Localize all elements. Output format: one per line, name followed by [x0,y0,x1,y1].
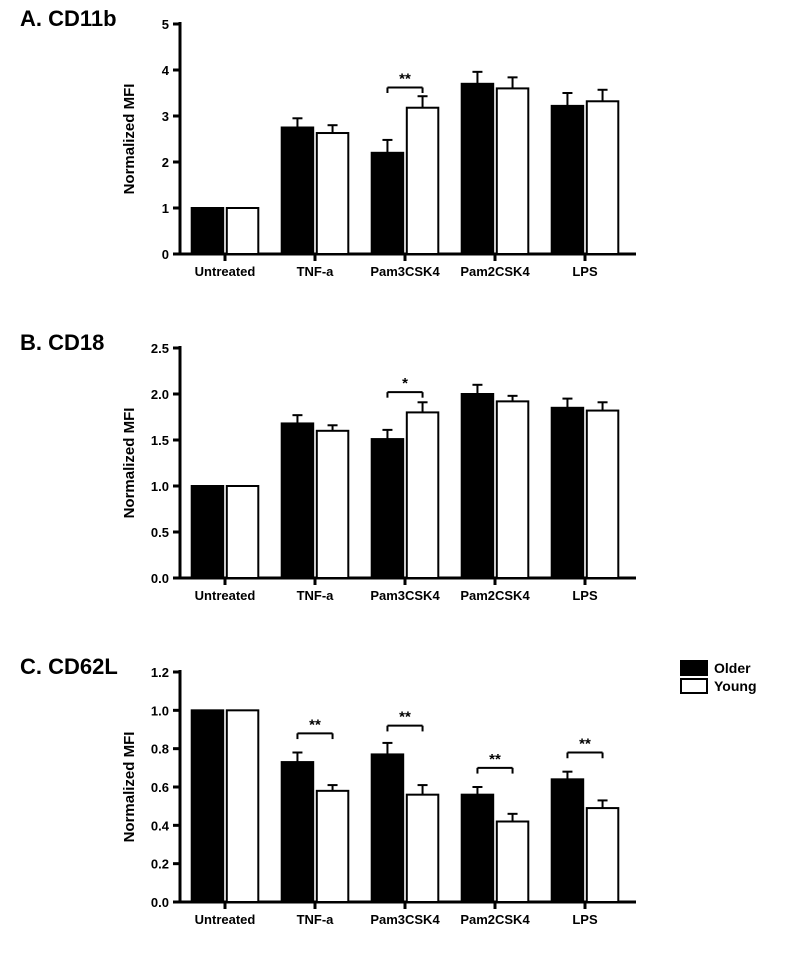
legend-label-young: Young [714,678,757,694]
svg-text:Pam2CSK4: Pam2CSK4 [460,264,530,279]
svg-text:1.5: 1.5 [151,433,169,448]
svg-text:**: ** [399,709,411,726]
svg-text:**: ** [309,716,321,733]
svg-text:Pam2CSK4: Pam2CSK4 [460,588,530,603]
svg-text:LPS: LPS [572,588,598,603]
svg-text:Pam2CSK4: Pam2CSK4 [460,912,530,927]
svg-text:4: 4 [162,63,170,78]
panel-a-title: A. CD11b [20,6,117,32]
svg-text:1: 1 [162,201,169,216]
svg-text:0.0: 0.0 [151,571,169,586]
svg-text:0: 0 [162,247,169,262]
svg-text:Normalized MFI: Normalized MFI [121,84,138,195]
svg-text:**: ** [489,751,501,768]
legend-swatch-older [680,660,708,676]
svg-text:5: 5 [162,17,169,32]
legend-swatch-young [680,678,708,694]
svg-text:3: 3 [162,109,169,124]
svg-text:**: ** [579,736,591,753]
svg-text:0.8: 0.8 [151,742,169,757]
svg-text:LPS: LPS [572,912,598,927]
legend-item-young: Young [680,678,757,694]
svg-text:0.2: 0.2 [151,857,169,872]
panel-c-title: C. CD62L [20,654,118,680]
svg-text:0.0: 0.0 [151,895,169,910]
svg-text:0.4: 0.4 [151,818,170,833]
panel-a-chart: 0 1 2 3 4 5 Normalized MFI Untreated TNF-a Pam3CS… [110,0,670,300]
svg-text:Pam3CSK4: Pam3CSK4 [370,588,440,603]
panel-c-chart: 0.0 0.2 0.4 0.6 0.8 1.0 1.2 Normalized MFI Untre… [110,648,670,948]
legend-item-older: Older [680,660,757,676]
legend: Older Young [680,660,757,696]
svg-text:Untreated: Untreated [195,264,256,279]
svg-text:1.0: 1.0 [151,479,169,494]
svg-text:2.0: 2.0 [151,387,169,402]
svg-text:LPS: LPS [572,264,598,279]
svg-text:1.0: 1.0 [151,703,169,718]
svg-text:TNF-a: TNF-a [297,264,335,279]
panel-b-chart: 0.0 0.5 1.0 1.5 2.0 2.5 Normalized MFI Untreate… [110,324,670,624]
svg-text:TNF-a: TNF-a [297,912,335,927]
svg-text:Normalized MFI: Normalized MFI [121,732,138,843]
legend-label-older: Older [714,660,751,676]
svg-text:0.6: 0.6 [151,780,169,795]
svg-text:2.5: 2.5 [151,341,169,356]
svg-text:Untreated: Untreated [195,912,256,927]
svg-text:Normalized MFI: Normalized MFI [121,408,138,519]
panel-b-title: B. CD18 [20,330,104,356]
svg-text:Pam3CSK4: Pam3CSK4 [370,912,440,927]
svg-text:*: * [402,375,408,392]
svg-text:Untreated: Untreated [195,588,256,603]
svg-text:0.5: 0.5 [151,525,169,540]
svg-text:TNF-a: TNF-a [297,588,335,603]
svg-text:**: ** [399,70,411,87]
svg-text:Pam3CSK4: Pam3CSK4 [370,264,440,279]
svg-text:2: 2 [162,155,169,170]
svg-text:1.2: 1.2 [151,665,169,680]
